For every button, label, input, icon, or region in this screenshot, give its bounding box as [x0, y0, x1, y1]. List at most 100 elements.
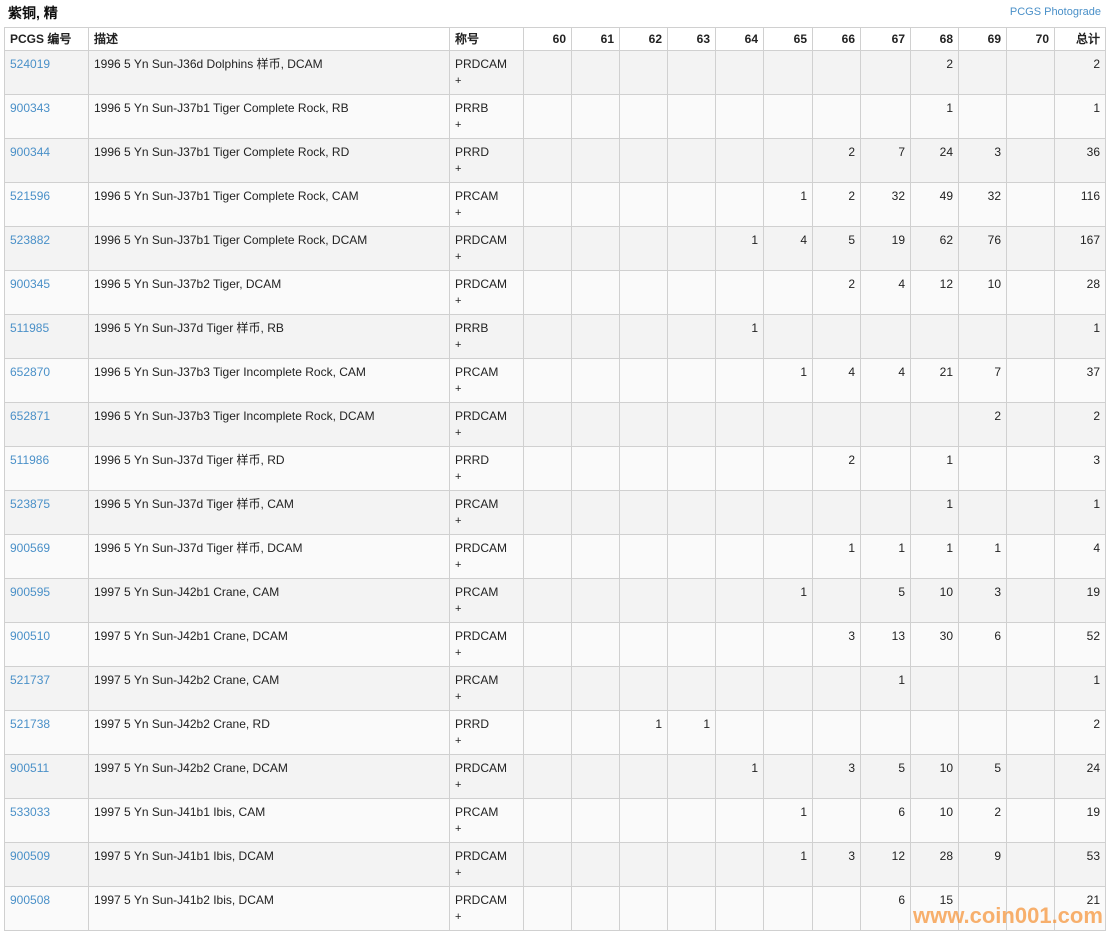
- description-cell: 1996 5 Yn Sun-J37d Tiger 样币, CAM: [88, 490, 450, 535]
- description-cell: 1997 5 Yn Sun-J42b2 Crane, RD: [88, 710, 450, 755]
- grade-count-cell: 2: [958, 402, 1007, 447]
- description-cell: 1996 5 Yn Sun-J37b1 Tiger Complete Rock,…: [88, 226, 450, 271]
- designation-text: PRCAM: [455, 497, 499, 511]
- grade-count-cell: [763, 314, 813, 359]
- pcgs-number-link[interactable]: 511986: [10, 453, 50, 467]
- grade-count-cell: [571, 182, 620, 227]
- table-row: 511986 1996 5 Yn Sun-J37d Tiger 样币, RD PRR…: [4, 446, 1106, 491]
- table-row: 523882 1996 5 Yn Sun-J37b1 Tiger Complete…: [4, 226, 1106, 271]
- header-grade-69: 69: [958, 27, 1007, 51]
- grade-count-cell: 1: [910, 446, 959, 491]
- pcgs-number-link[interactable]: 521596: [10, 189, 51, 203]
- grade-count-cell: 1: [715, 754, 764, 799]
- pcgs-number-link[interactable]: 652871: [10, 409, 51, 423]
- pcgs-number-link[interactable]: 900343: [10, 101, 51, 115]
- grade-count-cell: [958, 314, 1007, 359]
- designation-text: PRRB: [455, 101, 489, 115]
- grade-count-cell: [667, 842, 716, 887]
- plus-toggle[interactable]: +: [455, 251, 462, 263]
- pcgs-number-link[interactable]: 521738: [10, 717, 51, 731]
- grade-count-cell: 1: [763, 182, 813, 227]
- plus-toggle[interactable]: +: [455, 559, 462, 571]
- pcgs-number-link[interactable]: 511985: [10, 321, 50, 335]
- plus-toggle[interactable]: +: [455, 779, 462, 791]
- plus-toggle[interactable]: +: [455, 735, 462, 747]
- pcgs-cell: 652870: [4, 358, 89, 403]
- grade-count-cell: [1006, 314, 1055, 359]
- pcgs-cell: 900510: [4, 622, 89, 667]
- total-cell: 24: [1054, 754, 1106, 799]
- plus-toggle[interactable]: +: [455, 75, 462, 87]
- pcgs-number-link[interactable]: 900510: [10, 629, 51, 643]
- grade-count-cell: [619, 50, 668, 95]
- grade-count-cell: [619, 446, 668, 491]
- plus-toggle[interactable]: +: [455, 823, 462, 835]
- designation-text: PRDCAM: [455, 849, 508, 863]
- grade-count-cell: [763, 50, 813, 95]
- designation-cell: PRDCAM +: [449, 270, 524, 315]
- pcgs-number-link[interactable]: 900569: [10, 541, 51, 555]
- designation-cell: PRCAM +: [449, 578, 524, 623]
- pcgs-number-link[interactable]: 900344: [10, 145, 51, 159]
- grade-count-cell: 30: [910, 622, 959, 667]
- plus-toggle[interactable]: +: [455, 647, 462, 659]
- grade-count-cell: [619, 842, 668, 887]
- pcgs-number-link[interactable]: 900508: [10, 893, 51, 907]
- plus-toggle[interactable]: +: [455, 163, 462, 175]
- plus-toggle[interactable]: +: [455, 295, 462, 307]
- grade-count-cell: [715, 622, 764, 667]
- pcgs-number-link[interactable]: 900345: [10, 277, 51, 291]
- grade-count-cell: [523, 798, 572, 843]
- grade-count-cell: [860, 314, 911, 359]
- grade-count-cell: [523, 710, 572, 755]
- header-grade-70: 70: [1006, 27, 1055, 51]
- grade-count-cell: [763, 886, 813, 931]
- pcgs-cell: 511986: [4, 446, 89, 491]
- plus-toggle[interactable]: +: [455, 911, 462, 923]
- pcgs-number-link[interactable]: 523882: [10, 233, 51, 247]
- grade-count-cell: [571, 534, 620, 579]
- plus-toggle[interactable]: +: [455, 427, 462, 439]
- plus-toggle[interactable]: +: [455, 867, 462, 879]
- grade-count-cell: [910, 666, 959, 711]
- grade-count-cell: [1006, 578, 1055, 623]
- grade-count-cell: 21: [910, 358, 959, 403]
- grade-count-cell: [812, 798, 861, 843]
- pcgs-number-link[interactable]: 521737: [10, 673, 51, 687]
- table-row: 523875 1996 5 Yn Sun-J37d Tiger 样币, CAM PR…: [4, 490, 1106, 535]
- grade-count-cell: [571, 490, 620, 535]
- designation-text: PRRD: [455, 145, 490, 159]
- pcgs-number-link[interactable]: 533033: [10, 805, 51, 819]
- plus-toggle[interactable]: +: [455, 207, 462, 219]
- pcgs-number-link[interactable]: 900595: [10, 585, 51, 599]
- plus-toggle[interactable]: +: [455, 471, 462, 483]
- grade-count-cell: 1: [715, 226, 764, 271]
- grade-count-cell: 1: [860, 666, 911, 711]
- grade-count-cell: [667, 754, 716, 799]
- designation-text: PRDCAM: [455, 409, 508, 423]
- plus-toggle[interactable]: +: [455, 691, 462, 703]
- plus-toggle[interactable]: +: [455, 603, 462, 615]
- pcgs-photograde-link[interactable]: PCGS Photograde: [1009, 6, 1101, 18]
- grade-count-cell: [1006, 226, 1055, 271]
- pcgs-number-link[interactable]: 524019: [10, 57, 51, 71]
- pcgs-cell: 900511: [4, 754, 89, 799]
- grade-count-cell: [860, 710, 911, 755]
- grade-count-cell: 13: [860, 622, 911, 667]
- pcgs-number-link[interactable]: 652870: [10, 365, 51, 379]
- pcgs-number-link[interactable]: 900509: [10, 849, 51, 863]
- pcgs-number-link[interactable]: 523875: [10, 497, 51, 511]
- grade-count-cell: [523, 50, 572, 95]
- pcgs-cell: 521738: [4, 710, 89, 755]
- plus-toggle[interactable]: +: [455, 515, 462, 527]
- grade-count-cell: [812, 710, 861, 755]
- designation-text: PRDCAM: [455, 277, 508, 291]
- grade-count-cell: [619, 182, 668, 227]
- table-row: 900344 1996 5 Yn Sun-J37b1 Tiger Complete…: [4, 138, 1106, 183]
- pcgs-number-link[interactable]: 900511: [10, 761, 50, 775]
- plus-toggle[interactable]: +: [455, 119, 462, 131]
- grade-count-cell: 3: [958, 578, 1007, 623]
- plus-toggle[interactable]: +: [455, 339, 462, 351]
- plus-toggle[interactable]: +: [455, 383, 462, 395]
- header-grade-68: 68: [910, 27, 959, 51]
